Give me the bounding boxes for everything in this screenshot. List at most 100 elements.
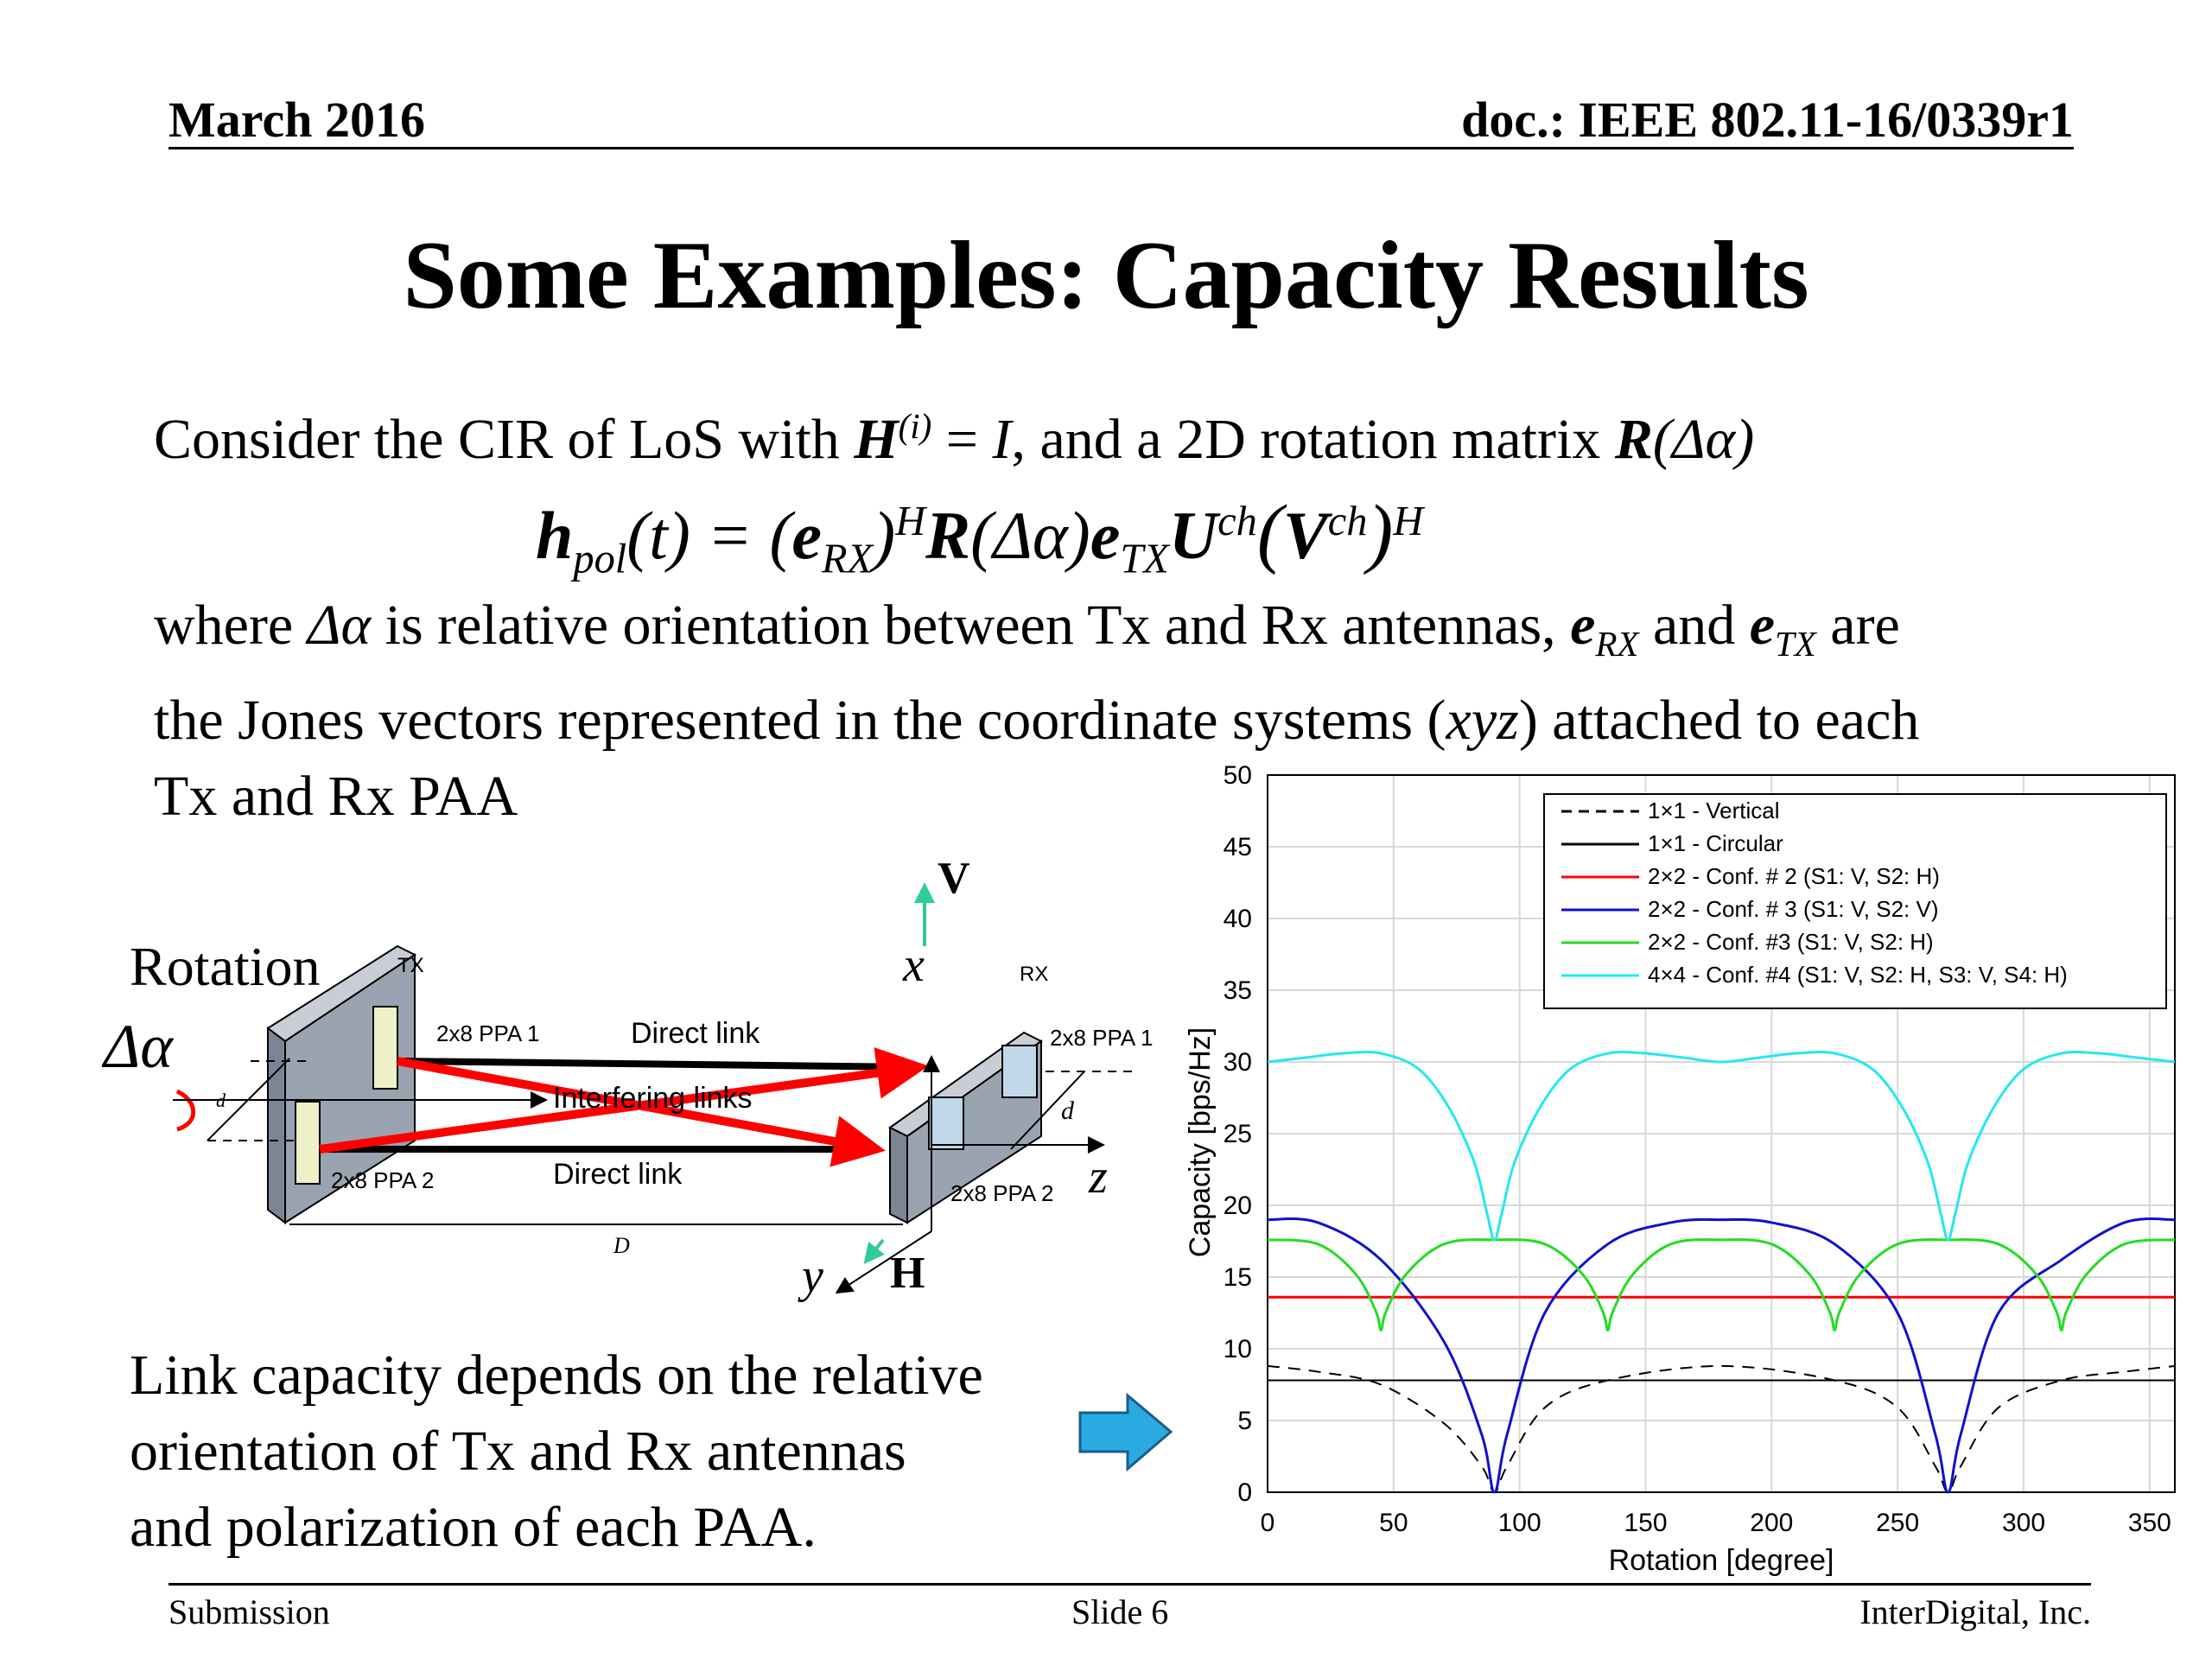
- polarization-equation: hpol(t) = (eRX)HR(Δα)eTXUch(Vch)H: [536, 488, 1423, 583]
- caption-line-1: Link capacity depends on the relative: [130, 1344, 983, 1407]
- chart-ticks: 0 50 100 150 200 250 300 350 0 5 10 15 20 25 30 35 40 45 5…: [1224, 761, 2171, 1537]
- x-tick-label: 350: [2128, 1509, 2171, 1537]
- rx-ppa1-element: [1001, 1045, 1038, 1098]
- legend-box: [1543, 793, 2167, 1009]
- series-line-4: [1267, 1238, 2176, 1332]
- interfering-links-label: Interfering links: [553, 1082, 753, 1115]
- d-left-label: d: [216, 1090, 226, 1111]
- d-dimension-right: [1010, 1071, 1085, 1150]
- para-b: is relative orientation between Tx and R…: [371, 594, 1571, 657]
- x-tick-label: 250: [1876, 1509, 1919, 1537]
- legend-entry: 2×2 - Conf. # 3 (S1: V, S2: V): [1648, 896, 1939, 922]
- x-tick-label: 300: [2002, 1509, 2045, 1537]
- para-xyz: xyz: [1446, 689, 1519, 753]
- para-c: and: [1638, 594, 1750, 657]
- y-tick-label: 0: [1237, 1478, 1252, 1507]
- capacity-chart: 0 50 100 150 200 250 300 350 0 5 10 15 20 25 30 35 40 45 5…: [1184, 761, 2176, 1577]
- legend-entry: 1×1 - Circular: [1648, 830, 1783, 856]
- eq-rx-sub: RX: [822, 536, 874, 582]
- y-tick-label: 50: [1224, 761, 1252, 790]
- eq-tx-sub: TX: [1120, 536, 1169, 582]
- d-dimension-left: [207, 1058, 290, 1141]
- eq-U-ch: ch: [1217, 499, 1257, 544]
- series-line-0: [1267, 1364, 2176, 1494]
- explanation-paragraph: where Δα is relative orientation between…: [154, 588, 2141, 835]
- direct-link-bottom-label: Direct link: [553, 1158, 683, 1191]
- footer-submission: Submission: [168, 1592, 330, 1631]
- para-d: are: [1815, 594, 1900, 657]
- eq-V-ch: ch: [1327, 499, 1368, 544]
- rx-ppa1-label: 2x8 PPA 1: [1050, 1025, 1154, 1051]
- D-label: D: [613, 1233, 630, 1258]
- y-label: y: [798, 1249, 823, 1303]
- x-tick-label: 150: [1624, 1509, 1667, 1537]
- para-line-1: where Δα is relative orientation between…: [154, 588, 2141, 683]
- rx-ppa2-label: 2x8 PPA 2: [950, 1180, 1054, 1206]
- direct-link-top: [397, 1058, 917, 1071]
- rx-label: RX: [1020, 963, 1048, 986]
- series-line-5: [1267, 1050, 2176, 1242]
- x-tick-label: 200: [1750, 1509, 1793, 1537]
- para-line-2: the Jones vectors represented in the coo…: [154, 683, 2141, 759]
- interfering-link-2: [319, 1047, 929, 1154]
- para-tx: TX: [1775, 625, 1816, 664]
- para-line2a: the Jones vectors represented in the coo…: [154, 689, 1446, 753]
- eq-close-v: ): [1367, 490, 1394, 575]
- para-line-3: Tx and Rx PAA: [154, 765, 518, 829]
- intro-mid: =: [931, 408, 993, 471]
- eq-e-rx: e: [791, 498, 823, 573]
- para-delta: Δα: [307, 594, 372, 657]
- eq-R: R: [925, 498, 971, 573]
- intro-line: Consider the CIR of LoS with H(i) = I, a…: [154, 389, 1754, 478]
- caption-line-3: and polarization of each PAA.: [130, 1496, 817, 1559]
- x-label: x: [902, 938, 925, 992]
- eq-U: U: [1168, 498, 1218, 573]
- antenna-diagram: Rotation Δα TX 2x8 PPA 1 2x8 PPA 2 RX 2x…: [101, 854, 1154, 1303]
- header-doc-number: doc.: IEEE 802.11-16/0339r1: [1461, 92, 2074, 148]
- y-tick-label: 45: [1224, 833, 1252, 861]
- slide-title: Some Examples: Capacity Results: [403, 222, 1809, 329]
- rx-ppa2-element: [928, 1096, 964, 1150]
- y-tick-label: 15: [1224, 1263, 1252, 1292]
- h-polarization-arrow: [863, 1238, 885, 1265]
- chart-series: [1267, 1050, 2176, 1494]
- z-label: z: [1088, 1150, 1108, 1204]
- y-tick-label: 40: [1224, 905, 1252, 933]
- y-tick-label: 5: [1237, 1407, 1252, 1435]
- chart-legend: 1×1 - Vertical 1×1 - Circular 2×2 - Conf. …: [1543, 793, 2167, 1009]
- para-a: where: [154, 594, 308, 657]
- eq-sup-H2: H: [1393, 499, 1424, 544]
- h-label: H: [890, 1249, 925, 1298]
- rotation-label: Rotation: [130, 936, 320, 997]
- eq-open-v: (: [1256, 490, 1283, 575]
- y-axis-arrow: [835, 1230, 932, 1294]
- y-axis-label: Capacity [bps/Hz]: [1184, 1027, 1217, 1257]
- para-e-rx: e: [1570, 594, 1596, 657]
- y-tick-label: 20: [1224, 1192, 1252, 1220]
- intro-suffix: , and a 2D rotation matrix: [1011, 408, 1615, 471]
- y-tick-label: 35: [1224, 976, 1252, 1005]
- caption-line-2: orientation of Tx and Rx antennas: [130, 1420, 906, 1483]
- legend-entry: 2×2 - Conf. # 2 (S1: V, S2: H): [1648, 863, 1940, 889]
- intro-R: R: [1614, 408, 1653, 471]
- tx-ppa2-label: 2x8 PPA 2: [331, 1167, 435, 1193]
- intro-H: H: [854, 408, 899, 471]
- tx-label: TX: [397, 954, 424, 977]
- d-right-label: d: [1061, 1096, 1075, 1125]
- y-tick-label: 30: [1224, 1048, 1252, 1077]
- header-rule: [168, 147, 2074, 149]
- rotation-arc-icon: [175, 1089, 196, 1132]
- v-label: V: [938, 854, 970, 903]
- eq-R-arg: (Δα): [970, 498, 1090, 573]
- footer-rule: [168, 1583, 2091, 1586]
- eq-h: h: [536, 498, 574, 573]
- eq-t: (t) = (: [626, 498, 792, 573]
- x-tick-label: 50: [1379, 1509, 1408, 1537]
- direct-link-top-label: Direct link: [631, 1017, 760, 1050]
- para-line2b: ) attached to each: [1518, 689, 1920, 753]
- legend-entry: 4×4 - Conf. #4 (S1: V, S2: H, S3: V, S4:…: [1648, 962, 2068, 988]
- tx-ppa1-element: [372, 1006, 398, 1090]
- intro-I: I: [992, 408, 1012, 471]
- legend-entry: 1×1 - Vertical: [1648, 798, 1779, 823]
- eq-sup-H: H: [895, 499, 926, 544]
